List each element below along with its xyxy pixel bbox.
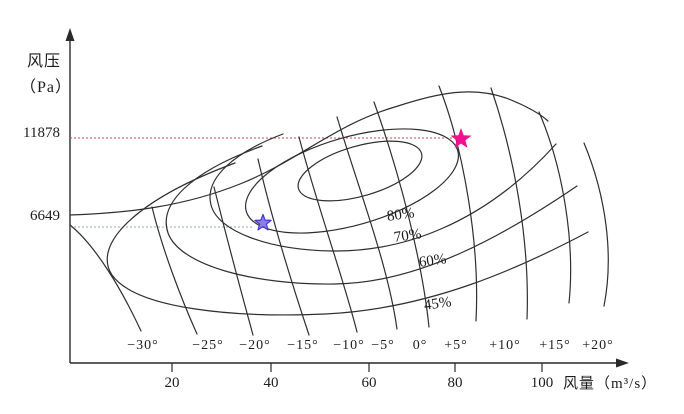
- operating-point-star-icon: [254, 213, 272, 231]
- y-axis-arrow-icon: [65, 28, 75, 41]
- curve-plus-15: [538, 111, 572, 304]
- curve-family: [69, 85, 609, 336]
- curve-minus-25: [151, 206, 198, 335]
- angle-label-minus-15: −15°: [287, 338, 319, 353]
- curve-minus-10: [298, 136, 358, 333]
- efficiency-contour-45: [106, 162, 589, 316]
- x-axis-title: 风量（m³/s）: [563, 376, 658, 392]
- angle-label-0: 0°: [412, 338, 428, 353]
- angle-label-plus-5: +5°: [444, 338, 468, 353]
- curve-plus-20: [583, 142, 609, 307]
- efficiency-contour-70: [209, 133, 557, 252]
- efficiency-contour-inner: [297, 140, 423, 202]
- x-tick-40: 40: [263, 375, 279, 391]
- curve-minus-5: [336, 116, 398, 330]
- efficiency-contour-80: [244, 128, 460, 234]
- x-tick-100: 100: [530, 375, 554, 391]
- x-axis-ticks: [171, 363, 543, 372]
- x-axis-arrow-icon: [616, 358, 629, 368]
- efficiency-contour-60: [165, 145, 578, 285]
- x-tick-60: 60: [361, 375, 377, 391]
- axes: [69, 37, 620, 364]
- curve-plus-10: [490, 87, 528, 320]
- angle-label-minus-10: −10°: [333, 338, 365, 353]
- angle-label-minus-20: −20°: [239, 338, 271, 353]
- y-value-6649: 6649: [30, 208, 60, 224]
- curve-minus-30: [69, 224, 142, 332]
- x-tick-80: 80: [447, 375, 463, 391]
- angle-label-minus-25: −25°: [192, 338, 224, 353]
- angle-label-minus-30: −30°: [127, 338, 159, 353]
- curve-minus-20: [213, 186, 254, 336]
- y-axis-title-line1: 风压: [27, 53, 62, 70]
- y-axis-title-line2: （Pa）: [20, 79, 73, 96]
- curve-plus-5: [438, 85, 478, 322]
- angle-label-plus-10: +10°: [489, 338, 521, 353]
- angle-label-plus-15: +15°: [539, 338, 571, 353]
- curve-minus-15: [257, 158, 310, 336]
- design-point-star-icon: [450, 128, 472, 148]
- y-value-11878: 11878: [23, 125, 60, 141]
- angle-label-plus-20: +20°: [582, 338, 614, 353]
- x-tick-20: 20: [164, 375, 180, 391]
- angle-label-minus-5: −5°: [371, 338, 395, 353]
- envelope-curve: [69, 91, 549, 216]
